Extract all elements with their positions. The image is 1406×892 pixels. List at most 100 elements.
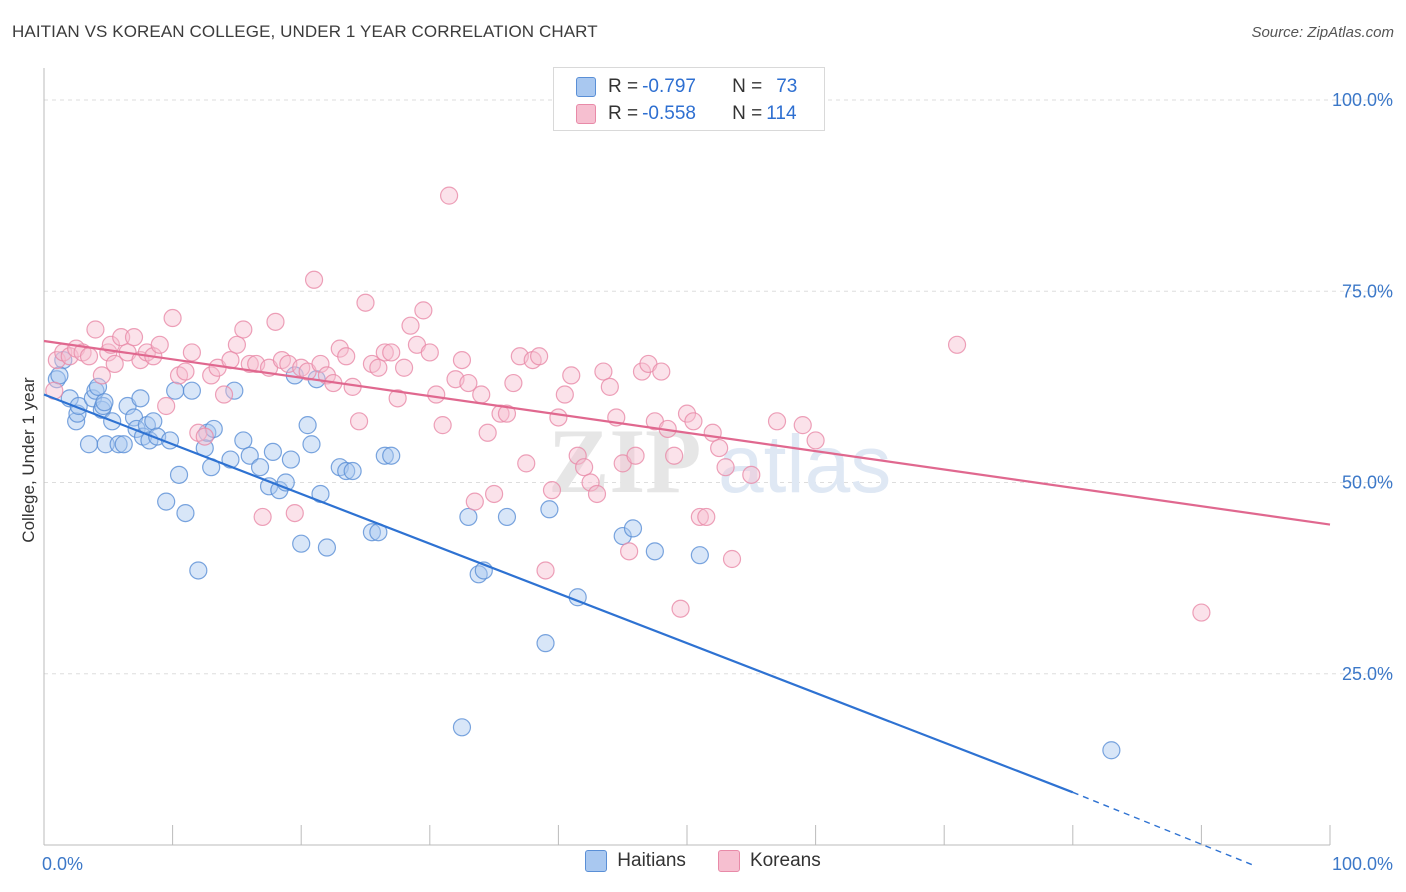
points-layer (45, 186, 1211, 760)
chart-title: HAITIAN VS KOREAN COLLEGE, UNDER 1 YEAR … (12, 22, 598, 41)
korean-point (671, 599, 690, 618)
korean-point (793, 416, 812, 435)
korean-point (1192, 603, 1211, 622)
korean-point (690, 507, 709, 527)
haitian-point (166, 381, 185, 400)
korean-point (369, 358, 388, 377)
haitian-trend-line (43, 393, 1074, 794)
korean-point (581, 473, 600, 492)
haitian-point (225, 381, 244, 400)
korean-point (176, 362, 195, 381)
haitian-point (96, 435, 115, 454)
korean-point (414, 301, 433, 320)
y-tick-label: 50.0% (1342, 473, 1393, 493)
haitian-point (169, 465, 189, 484)
korean-point (157, 396, 176, 416)
legend-swatch-haitians (576, 77, 596, 97)
legend-r-label: R = (608, 103, 639, 124)
korean-point (214, 385, 234, 404)
stats-legend: R = -0.797 N = 73 R = -0.558 N = 114 (553, 67, 825, 131)
haitian-point (540, 500, 559, 519)
y-tick-label: 25.0% (1342, 664, 1393, 684)
korean-point (665, 446, 684, 465)
legend-label-haitians: Haitians (617, 850, 686, 871)
korean-point (517, 454, 536, 473)
korean-point (356, 293, 375, 312)
korean-point (163, 308, 182, 328)
legend-n-label: N = (732, 103, 763, 124)
korean-point (240, 354, 259, 374)
legend-row-haitians: R = -0.797 N = 73 (576, 72, 797, 102)
trend-layer (43, 339, 1331, 866)
haitian-point (362, 523, 382, 542)
haitian-point (337, 461, 356, 481)
haitian-point (497, 507, 517, 527)
korean-point (124, 328, 144, 347)
source-label: Source: ZipAtlas.com (1251, 24, 1394, 41)
haitian-point (109, 435, 128, 454)
korean-point (542, 481, 562, 500)
haitian-point (95, 393, 114, 412)
korean-point (947, 335, 967, 354)
korean-point (439, 186, 459, 205)
haitian-point (189, 561, 208, 580)
korean-point (684, 412, 703, 431)
korean-point (112, 328, 131, 347)
korean-point (465, 492, 484, 511)
legend-r-value: -0.558 (642, 103, 696, 124)
legend-n-value: 114 (766, 103, 797, 124)
haitian-point (382, 446, 401, 465)
y-tick-label: 75.0% (1342, 281, 1393, 301)
korean-point (420, 343, 439, 362)
korean-point (266, 312, 285, 331)
korean-point (710, 438, 729, 458)
haitian-point (292, 534, 311, 553)
legend-item-haitians[interactable]: Haitians (585, 850, 686, 872)
korean-point (767, 412, 787, 431)
haitian-point (176, 503, 195, 523)
korean-point (530, 347, 549, 366)
korean-point (79, 347, 99, 366)
korean-point (472, 385, 491, 404)
y-axis-title: College, Under 1 year (19, 377, 38, 543)
korean-point (394, 358, 414, 377)
korean-point (703, 423, 722, 442)
grid-layer (44, 99, 1392, 675)
haitian-point (221, 450, 240, 469)
korean-point (504, 373, 523, 393)
haitian-point (50, 366, 69, 385)
korean-point (452, 351, 472, 370)
haitian-point (240, 446, 259, 465)
haitian-point (645, 542, 664, 561)
korean-point (253, 507, 272, 527)
korean-point (497, 404, 517, 423)
haitian-point (67, 412, 86, 431)
watermark-atlas: atlas (718, 419, 891, 510)
haitian-point (79, 435, 99, 454)
korean-point (626, 446, 645, 465)
korean-point (485, 484, 504, 504)
legend-item-koreans[interactable]: Koreans (717, 850, 821, 872)
korean-point (86, 320, 105, 339)
haitian-point (613, 526, 632, 546)
legend-r-value: -0.797 (642, 76, 696, 97)
korean-point (337, 347, 356, 366)
legend-r-label: R = (608, 76, 639, 97)
korean-point (742, 465, 761, 484)
haitian-point (250, 458, 270, 477)
haitian-point (317, 538, 337, 557)
haitian-point (452, 718, 472, 737)
haitian-point (157, 492, 176, 511)
haitian-point (690, 546, 709, 565)
haitian-point (536, 634, 555, 653)
korean-point (549, 408, 568, 427)
korean-point (555, 385, 574, 404)
korean-point (195, 427, 214, 446)
korean-point (722, 549, 742, 569)
series-legend: Haitians Koreans (0, 850, 1406, 872)
korean-point (587, 484, 607, 504)
legend-swatch-koreans (576, 104, 596, 124)
legend-n-value: 73 (776, 76, 798, 97)
korean-point (150, 335, 169, 354)
